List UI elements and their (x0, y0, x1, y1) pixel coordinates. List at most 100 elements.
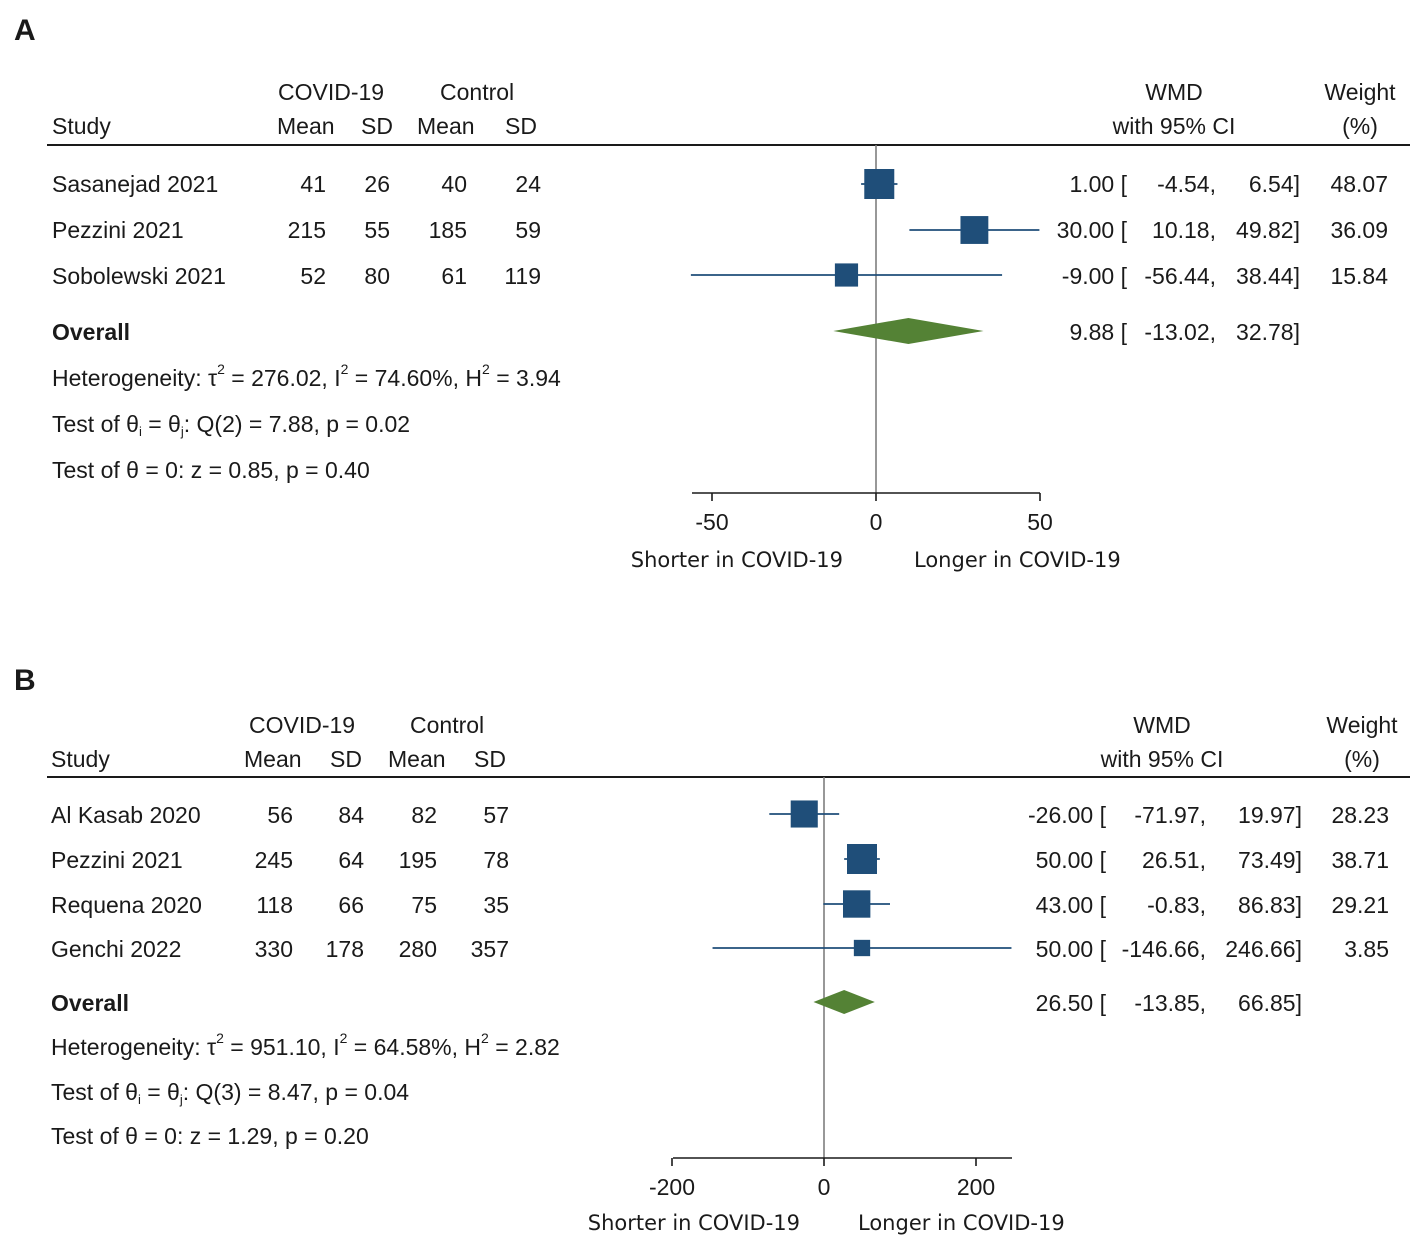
g1-sd: 64 (338, 847, 364, 873)
header-g2-sd: SD (474, 746, 506, 772)
study-square (960, 216, 989, 244)
wmd-estimate: -9.00 [ (1061, 263, 1127, 289)
header-effect-ci: with 95% CI (1112, 113, 1236, 139)
ci-upper: 6.54] (1248, 171, 1300, 197)
g1-mean: 118 (256, 892, 293, 918)
right-direction-caption: Longer in COVID-19 (914, 548, 1121, 572)
g2-sd: 59 (515, 217, 541, 243)
g2-mean: 75 (411, 892, 437, 918)
forest-plot-b-graphic (47, 776, 1410, 1166)
x-tick-label: 0 (817, 1174, 831, 1200)
header-g1-sd: SD (330, 746, 362, 772)
wmd-estimate: 1.00 [ (1069, 171, 1127, 197)
ci-upper: 49.82] (1236, 217, 1300, 243)
left-direction-caption: Shorter in COVID-19 (630, 548, 843, 572)
overall-label: Overall (52, 319, 130, 345)
overall-estimate: 9.88 [ (1069, 319, 1127, 345)
ci-lower: -71.97, (1134, 802, 1206, 828)
g1-mean: 41 (300, 171, 326, 197)
panel-label: A (14, 14, 36, 47)
study-name: Requena 2020 (51, 892, 202, 918)
overall-label: Overall (51, 990, 129, 1016)
homogeneity-test: Test of θi = θj: Q(3) = 8.47, p = 0.04 (51, 1079, 410, 1107)
header-group1: COVID-19 (249, 712, 356, 738)
wmd-estimate: 50.00 [ (1035, 936, 1106, 962)
g2-sd: 57 (483, 802, 509, 828)
overall-effect-test: Test of θ = 0: z = 0.85, p = 0.40 (52, 457, 370, 483)
homogeneity-test: Test of θi = θj: Q(2) = 7.88, p = 0.02 (52, 411, 411, 439)
ci-upper: 19.97] (1238, 802, 1302, 828)
study-square (847, 844, 877, 874)
overall-diamond (813, 990, 875, 1014)
ci-lower: 26.51, (1142, 847, 1206, 873)
study-name: Al Kasab 2020 (51, 802, 201, 828)
x-tick-label: 0 (869, 509, 883, 535)
header-g2-mean: Mean (417, 113, 475, 139)
x-axis (692, 492, 1041, 501)
weight: 3.85 (1344, 936, 1389, 962)
g1-mean: 245 (254, 847, 293, 873)
g2-sd: 119 (504, 263, 541, 289)
study-markers (690, 169, 1040, 287)
ci-upper: 86.83] (1238, 892, 1302, 918)
x-tick-label: 50 (1027, 509, 1053, 535)
right-direction-caption: Longer in COVID-19 (858, 1211, 1065, 1235)
ci-lower: -146.66, (1121, 936, 1206, 962)
overall-ci-upper: 66.85] (1238, 990, 1302, 1016)
header-group1: COVID-19 (278, 79, 385, 105)
overall-diamond (833, 318, 984, 344)
g2-mean: 40 (441, 171, 467, 197)
g1-sd: 55 (364, 217, 390, 243)
overall-ci-lower: -13.85, (1134, 990, 1206, 1016)
g1-sd: 84 (338, 802, 364, 828)
study-name: Pezzini 2021 (51, 847, 183, 873)
overall-ci-lower: -13.02, (1144, 319, 1216, 345)
g1-sd: 26 (364, 171, 390, 197)
g2-mean: 61 (441, 263, 467, 289)
wmd-estimate: 30.00 [ (1056, 217, 1127, 243)
ci-lower: 10.18, (1152, 217, 1216, 243)
study-square (842, 890, 871, 918)
weight: 29.21 (1331, 892, 1389, 918)
header-weight: Weight (1324, 79, 1396, 105)
header-g2-mean: Mean (388, 746, 446, 772)
ci-upper: 73.49] (1238, 847, 1302, 873)
study-square (864, 169, 895, 199)
g2-mean: 82 (411, 802, 437, 828)
ci-lower: -4.54, (1157, 171, 1216, 197)
g2-mean: 280 (398, 936, 437, 962)
header-study: Study (52, 113, 111, 139)
g1-mean: 56 (267, 802, 293, 828)
g1-mean: 52 (300, 263, 326, 289)
study-name: Pezzini 2021 (52, 217, 184, 243)
header-weight-unit: (%) (1342, 113, 1378, 139)
overall-ci-upper: 32.78] (1236, 319, 1300, 345)
overall-estimate: 26.50 [ (1035, 990, 1106, 1016)
header-effect: WMD (1145, 79, 1203, 105)
forest-plot-a-graphic (47, 144, 1410, 501)
overall-effect-test: Test of θ = 0: z = 1.29, p = 0.20 (51, 1123, 369, 1149)
header-g2-sd: SD (505, 113, 537, 139)
wmd-estimate: 50.00 [ (1035, 847, 1106, 873)
g2-sd: 35 (483, 892, 509, 918)
g1-mean: 215 (287, 217, 326, 243)
header-g1-mean: Mean (277, 113, 335, 139)
header-g1-mean: Mean (244, 746, 302, 772)
g1-sd: 178 (325, 936, 364, 962)
g2-sd: 357 (470, 936, 509, 962)
g2-mean: 185 (428, 217, 467, 243)
weight: 36.09 (1330, 217, 1388, 243)
study-markers (712, 800, 1012, 957)
header-weight-unit: (%) (1344, 746, 1380, 772)
g1-sd: 80 (364, 263, 390, 289)
g1-sd: 66 (338, 892, 364, 918)
header-weight: Weight (1326, 712, 1398, 738)
g2-mean: 195 (398, 847, 437, 873)
study-name: Sobolewski 2021 (52, 263, 226, 289)
weight: 38.71 (1331, 847, 1389, 873)
x-tick-label: -200 (648, 1174, 696, 1200)
left-direction-caption: Shorter in COVID-19 (587, 1211, 800, 1235)
g2-sd: 78 (483, 847, 509, 873)
x-axis (671, 1157, 1012, 1166)
panel-label: B (14, 664, 36, 697)
